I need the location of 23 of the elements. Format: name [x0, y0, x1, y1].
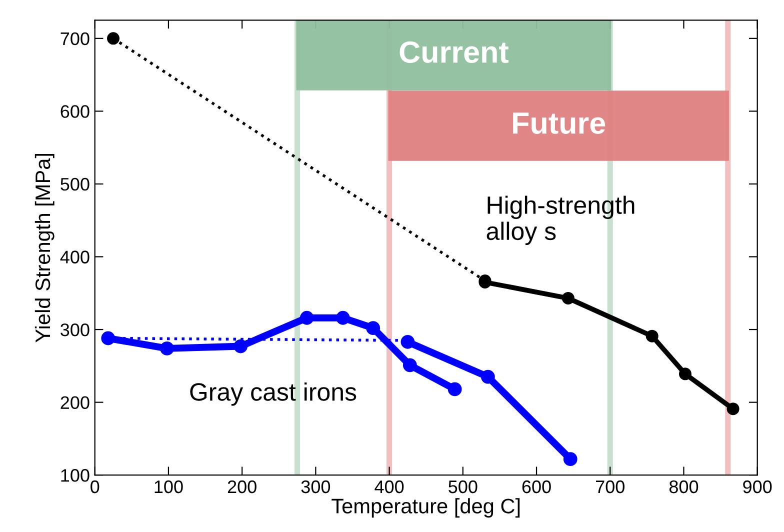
x-axis-title: Temperature [deg C]	[332, 498, 520, 518]
y-tick-label: 500	[60, 178, 90, 191]
band-label: Future	[513, 112, 606, 134]
y-tick-label: 400	[60, 250, 90, 264]
annotation: High-strength alloy s	[486, 196, 634, 246]
x-tick-label: 0	[90, 480, 100, 494]
y-axis-title: Yield Strength [MPa]	[34, 154, 54, 342]
y-tick-label: 200	[60, 396, 90, 410]
x-tick-label: 900	[743, 480, 772, 494]
annotation: Gray cast irons	[190, 382, 356, 406]
y-tick-label: 700	[60, 32, 90, 46]
y-tick-label: 100	[61, 469, 90, 482]
x-tick-label: 200	[228, 480, 256, 494]
x-tick-label: 300	[301, 480, 330, 494]
x-tick-label: 600	[522, 480, 551, 494]
band-label: Current	[400, 41, 509, 63]
x-tick-label: 500	[448, 480, 478, 494]
x-tick-label: 700	[596, 480, 624, 494]
y-tick-label: 300	[60, 323, 90, 336]
x-tick-label: 800	[669, 480, 698, 494]
x-tick-label: 400	[374, 480, 404, 494]
x-tick-label: 100	[154, 480, 183, 494]
y-tick-label: 600	[60, 105, 90, 118]
